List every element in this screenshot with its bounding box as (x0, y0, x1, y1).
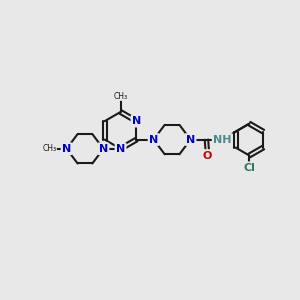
Text: N: N (149, 135, 158, 145)
Text: CH₃: CH₃ (42, 144, 56, 153)
Text: CH₃: CH₃ (114, 92, 128, 100)
Text: NH: NH (213, 135, 232, 145)
Text: Cl: Cl (243, 163, 255, 173)
Text: N: N (62, 144, 71, 154)
Text: N: N (116, 144, 125, 154)
Text: O: O (203, 151, 212, 160)
Text: N: N (132, 116, 141, 126)
Text: N: N (186, 135, 195, 145)
Text: N: N (99, 144, 108, 154)
